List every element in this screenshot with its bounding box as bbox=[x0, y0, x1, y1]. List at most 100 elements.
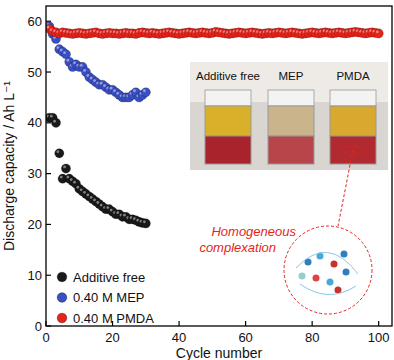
highlight bbox=[90, 77, 93, 80]
y-tick bbox=[46, 275, 51, 276]
highlight bbox=[80, 188, 83, 191]
y-tick-label: 50 bbox=[28, 65, 42, 80]
data-point bbox=[51, 118, 60, 127]
highlight bbox=[53, 120, 56, 123]
callout-line bbox=[338, 150, 353, 226]
highlight bbox=[123, 214, 126, 217]
molecule bbox=[343, 269, 350, 276]
legend-label: 0.40 M PMDA bbox=[73, 311, 154, 326]
highlight bbox=[66, 176, 69, 179]
y-tick bbox=[46, 173, 51, 174]
inset-photo bbox=[190, 62, 388, 170]
highlight bbox=[376, 30, 379, 33]
highlight bbox=[143, 89, 146, 92]
callout-spot bbox=[341, 146, 365, 154]
highlight bbox=[76, 186, 79, 189]
annotation-line: Homogeneous bbox=[211, 224, 296, 239]
highlight bbox=[143, 220, 146, 223]
y-tick bbox=[46, 224, 51, 225]
highlight bbox=[57, 46, 60, 49]
legend-label: 0.40 M MEP bbox=[73, 290, 145, 305]
x-tick-label: 40 bbox=[172, 330, 186, 345]
highlight bbox=[133, 89, 136, 92]
highlight bbox=[110, 209, 113, 212]
highlight bbox=[63, 51, 66, 54]
vial-cap bbox=[268, 90, 314, 106]
x-tick-label: 0 bbox=[42, 330, 49, 345]
x-tick bbox=[378, 321, 379, 326]
molecule bbox=[299, 273, 306, 280]
vial-top bbox=[268, 106, 314, 136]
highlight bbox=[103, 84, 106, 87]
highlight bbox=[47, 26, 50, 29]
annotation: Homogeneouscomplexation bbox=[199, 224, 296, 255]
x-tick bbox=[178, 321, 179, 326]
highlight bbox=[83, 191, 86, 194]
y-tick bbox=[46, 71, 51, 72]
legend-marker bbox=[57, 313, 67, 323]
highlight bbox=[90, 196, 93, 199]
highlight bbox=[93, 79, 96, 82]
series bbox=[46, 22, 150, 102]
y-tick-label: 60 bbox=[28, 14, 42, 29]
swirl bbox=[296, 252, 358, 274]
highlight bbox=[86, 193, 89, 196]
highlight bbox=[50, 115, 53, 118]
chart: 0204060801000102030405060Cycle numberDis… bbox=[0, 0, 394, 360]
x-tick bbox=[312, 321, 313, 326]
highlight bbox=[66, 59, 69, 62]
vial-top bbox=[330, 106, 376, 136]
data-point bbox=[55, 149, 64, 158]
vial-bottom bbox=[268, 136, 314, 164]
highlight bbox=[83, 69, 86, 72]
y-tick-label: 30 bbox=[28, 166, 42, 181]
vial-bottom bbox=[205, 136, 251, 164]
highlight bbox=[86, 74, 89, 77]
complex-circle bbox=[284, 226, 372, 314]
highlight bbox=[80, 64, 83, 67]
plot-frame bbox=[46, 6, 392, 326]
data-point bbox=[141, 88, 150, 97]
highlight bbox=[110, 87, 113, 90]
highlight bbox=[113, 89, 116, 92]
highlight bbox=[60, 176, 63, 179]
y-tick-label: 10 bbox=[28, 268, 42, 283]
data-point bbox=[61, 164, 70, 173]
highlight bbox=[100, 204, 103, 207]
highlight bbox=[116, 211, 119, 214]
x-tick-label: 20 bbox=[105, 330, 119, 345]
highlight bbox=[60, 49, 63, 52]
photo-bg bbox=[190, 62, 388, 170]
molecule bbox=[335, 287, 342, 294]
inset-label: Additive free bbox=[196, 70, 260, 82]
x-tick bbox=[245, 321, 246, 326]
series bbox=[46, 113, 150, 228]
legend-marker bbox=[57, 272, 67, 282]
molecule bbox=[331, 261, 338, 268]
highlight bbox=[116, 92, 119, 95]
annotation-line: complexation bbox=[199, 240, 276, 255]
x-tick-label: 60 bbox=[238, 330, 252, 345]
x-tick-label: 80 bbox=[305, 330, 319, 345]
x-axis-label: Cycle number bbox=[176, 345, 263, 360]
series bbox=[46, 24, 383, 38]
y-tick-label: 20 bbox=[28, 217, 42, 232]
y-axis-label: Discharge capacity / Ah L⁻¹ bbox=[1, 81, 17, 251]
y-tick-label: 0 bbox=[35, 319, 42, 334]
highlight bbox=[93, 199, 96, 202]
x-tick-label: 100 bbox=[368, 330, 390, 345]
highlight bbox=[57, 150, 60, 153]
y-tick-label: 40 bbox=[28, 115, 42, 130]
legend-marker bbox=[57, 293, 67, 303]
legend-label: Additive free bbox=[73, 270, 145, 285]
inset-label: PMDA bbox=[336, 70, 370, 82]
highlight bbox=[100, 82, 103, 85]
data-point bbox=[374, 29, 383, 38]
highlight bbox=[73, 61, 76, 64]
highlight bbox=[70, 178, 73, 181]
data-point bbox=[141, 219, 150, 228]
plot-area bbox=[46, 22, 383, 228]
molecule bbox=[341, 251, 348, 258]
vial-cap bbox=[205, 90, 251, 106]
highlight bbox=[63, 166, 66, 169]
